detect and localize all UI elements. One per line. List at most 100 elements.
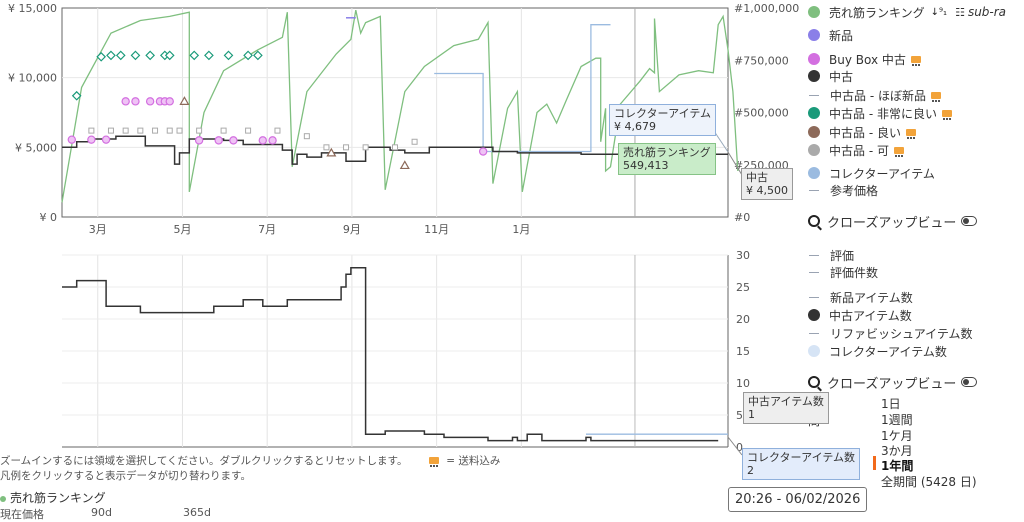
legend-label: 新品 <box>829 28 854 43</box>
shipping-note: = 送料込み <box>446 455 501 467</box>
buybox-used-point <box>258 136 267 145</box>
x-tick-label: 1月 <box>512 223 530 236</box>
good-point <box>326 147 337 157</box>
hierarchy-icon[interactable]: ☷ <box>955 5 965 19</box>
acceptable-point <box>362 144 369 151</box>
legend-label: 中古アイテム数 <box>829 308 912 323</box>
period-option-1m[interactable]: 1ケ月 <box>881 429 913 443</box>
legend-swatch <box>808 126 820 138</box>
x-tick-label: 9月 <box>343 223 361 236</box>
sort-icon[interactable]: ↓⁹₁ <box>930 6 948 18</box>
y-right-tick-label: #0 <box>734 211 750 224</box>
legend-item-used-acceptable[interactable]: 中古品 - 可 <box>808 142 904 158</box>
acceptable-point <box>166 127 173 134</box>
legend-swatch <box>808 345 820 357</box>
legend-item-rating-count[interactable]: 評価件数 <box>808 264 878 280</box>
period-option-1d[interactable]: 1日 <box>881 397 901 411</box>
tooltip-series-name: コレクターアイテム <box>614 107 712 120</box>
legend-swatch <box>809 332 819 334</box>
legend-item-new[interactable]: 新品 <box>808 27 853 43</box>
chart-notes: ズームインするには領域を選択してください。ダブルクリックするとリセットします。 … <box>0 454 500 484</box>
shipping-truck-icon <box>905 128 916 139</box>
tooltip-collectible-count: コレクターアイテム数 2 <box>742 448 861 480</box>
y-count-tick-label: 25 <box>736 281 750 294</box>
legend-item-used[interactable]: 中古 <box>808 68 853 84</box>
y-count-tick-label: 5 <box>736 409 743 422</box>
good-point <box>399 160 410 170</box>
toggle-icon[interactable] <box>961 377 978 387</box>
shipping-truck-icon <box>941 109 952 120</box>
legend-item-sales-rank[interactable]: 売れ筋ランキング ↓⁹₁ ☷ sub-ra <box>808 4 1006 20</box>
buybox-used-point <box>268 136 277 145</box>
acceptable-point <box>343 144 350 151</box>
acceptable-point <box>274 127 281 134</box>
closeup-view-toggle-count[interactable]: クローズアップビュー <box>808 374 978 392</box>
legend-label: 中古品 - 非常に良い <box>829 106 937 121</box>
legend-item-list-price[interactable]: 参考価格 <box>808 182 878 198</box>
shipping-truck-icon <box>910 55 921 66</box>
acceptable-point <box>88 127 95 134</box>
legend-item-used-good[interactable]: 中古品 - 良い <box>808 124 916 140</box>
series-sales-rank-line <box>61 9 739 203</box>
search-icon <box>808 376 820 388</box>
y-left-tick-label: ¥ 0 <box>40 211 58 224</box>
very-good-point <box>130 50 141 61</box>
sub-rank-label[interactable]: sub-ra <box>967 5 1007 19</box>
legend-item-refurbished-count[interactable]: リファビッシュアイテム数 <box>808 325 973 341</box>
legend-item-used-count[interactable]: 中古アイテム数 <box>808 307 912 323</box>
legend-swatch <box>0 496 6 502</box>
legend-swatch <box>809 94 819 96</box>
legend-swatch <box>808 70 820 82</box>
legend-label: コレクターアイテム <box>829 166 935 181</box>
y-count-tick-label: 0 <box>736 441 743 454</box>
period-option-1w[interactable]: 1週間 <box>881 413 913 427</box>
legend-label: 新品アイテム数 <box>830 290 913 305</box>
period-option-3m[interactable]: 3か月 <box>881 444 913 458</box>
tooltip-sales-rank: 売れ筋ランキング 549,413 <box>618 143 716 175</box>
period-option-all[interactable]: 全期間 (5428 日) <box>881 475 977 489</box>
shipping-truck-icon <box>428 457 439 467</box>
sales-rank-section-title[interactable]: 売れ筋ランキング <box>0 489 106 506</box>
legend-item-rating[interactable]: 評価 <box>808 247 854 263</box>
tooltip-series-name: 中古アイテム数 <box>748 395 824 408</box>
price-plot-frame <box>61 7 729 218</box>
acceptable-point <box>137 127 144 134</box>
very-good-point <box>106 50 116 61</box>
price-history-chart[interactable]: 3月 5月 7月 9月 11月 1月 ¥ 0 ¥ 5,000 ¥ 10,000 ¥ 15,000 #… <box>0 0 808 516</box>
legend-item-collectible[interactable]: コレクターアイテム <box>808 165 935 181</box>
legend-label: 中古品 - ほぼ新品 <box>830 88 926 103</box>
acceptable-point <box>176 127 183 134</box>
period-option-1y[interactable]: 1年間 <box>881 459 914 473</box>
tooltip-used: 中古 ¥ 4,500 <box>741 168 793 200</box>
x-tick-label: 11月 <box>424 223 449 236</box>
legend-item-buybox-used[interactable]: Buy Box 中古 <box>808 51 921 67</box>
buybox-used-point <box>121 97 130 106</box>
series-used-line <box>62 135 728 165</box>
very-good-point <box>243 50 253 61</box>
legend-item-new-count[interactable]: 新品アイテム数 <box>808 289 913 305</box>
toggle-icon[interactable] <box>961 216 978 226</box>
shipping-truck-icon <box>930 91 941 102</box>
tooltip-value: 1 <box>748 408 755 421</box>
y-right-tick-label: #750,000 <box>734 54 789 67</box>
legend-label: 評価件数 <box>830 265 879 280</box>
legend-label: 中古 <box>829 69 854 84</box>
very-good-point <box>71 90 82 101</box>
legend-item-used-like-new[interactable]: 中古品 - ほぼ新品 <box>808 87 941 103</box>
buybox-used-point <box>67 135 76 144</box>
legend-item-used-very-good[interactable]: 中古品 - 非常に良い <box>808 105 952 121</box>
buybox-used-point <box>478 147 488 156</box>
legend-swatch <box>808 309 820 321</box>
legend-label: Buy Box 中古 <box>829 52 906 67</box>
legend-swatch <box>809 271 819 273</box>
closeup-view-toggle-price[interactable]: クローズアップビュー <box>808 213 978 231</box>
very-good-point <box>96 51 107 62</box>
legend-swatch <box>808 29 820 41</box>
y-left-tick-label: ¥ 15,000 <box>8 2 57 15</box>
tooltip-collectible: コレクターアイテム ¥ 4,679 <box>609 104 717 136</box>
search-icon <box>808 215 820 227</box>
legend-item-collectible-count[interactable]: コレクターアイテム数 <box>808 343 947 359</box>
stats-col-current: 現在価格 <box>0 508 44 521</box>
very-good-point <box>164 50 175 61</box>
very-good-point <box>223 50 234 61</box>
